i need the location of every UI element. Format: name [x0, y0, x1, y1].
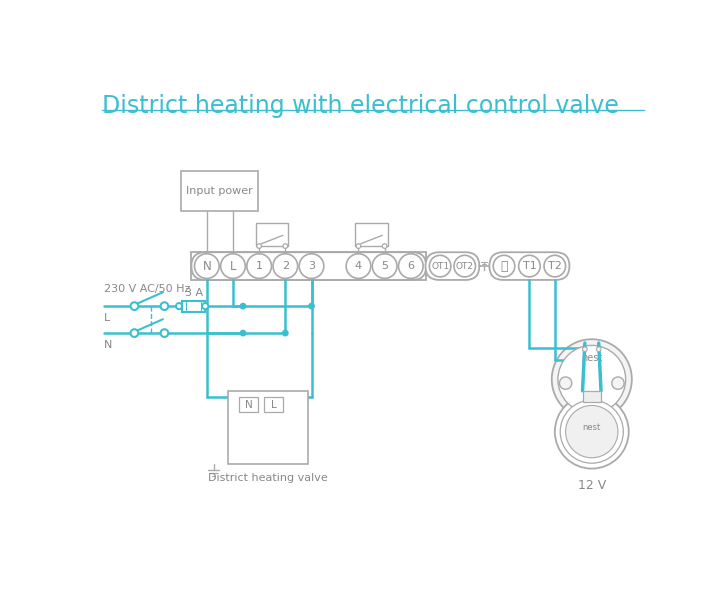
Text: T2: T2: [548, 261, 562, 271]
Circle shape: [555, 394, 629, 469]
FancyBboxPatch shape: [228, 391, 309, 464]
Circle shape: [382, 244, 387, 248]
Circle shape: [283, 244, 288, 248]
Circle shape: [612, 377, 624, 389]
Text: 4: 4: [355, 261, 362, 271]
Circle shape: [372, 254, 397, 279]
Text: N: N: [202, 260, 211, 273]
Circle shape: [430, 255, 451, 277]
Text: 3 A: 3 A: [185, 288, 203, 298]
Text: nest: nest: [582, 424, 601, 432]
Circle shape: [454, 255, 475, 277]
Circle shape: [552, 339, 632, 419]
Circle shape: [309, 304, 314, 309]
FancyBboxPatch shape: [181, 172, 258, 211]
Circle shape: [282, 330, 288, 336]
Circle shape: [202, 303, 208, 309]
FancyBboxPatch shape: [191, 252, 426, 280]
FancyBboxPatch shape: [182, 301, 205, 311]
Circle shape: [518, 255, 540, 277]
FancyBboxPatch shape: [425, 252, 479, 280]
Circle shape: [176, 303, 182, 309]
Text: L: L: [230, 260, 236, 273]
Circle shape: [161, 329, 168, 337]
Circle shape: [596, 347, 601, 352]
Circle shape: [221, 254, 245, 279]
Circle shape: [130, 302, 138, 310]
Circle shape: [130, 329, 138, 337]
Text: 230 V AC/50 Hz: 230 V AC/50 Hz: [103, 284, 190, 294]
Circle shape: [356, 244, 361, 248]
Text: OT1: OT1: [431, 261, 449, 271]
Text: T1: T1: [523, 261, 537, 271]
Circle shape: [240, 330, 245, 336]
Circle shape: [257, 244, 261, 248]
Text: District heating with electrical control valve: District heating with electrical control…: [102, 94, 619, 118]
Text: ⏚: ⏚: [500, 260, 507, 273]
Circle shape: [299, 254, 324, 279]
Text: 1: 1: [256, 261, 263, 271]
Circle shape: [494, 255, 515, 277]
Text: L: L: [271, 400, 276, 410]
Circle shape: [194, 254, 219, 279]
Circle shape: [559, 377, 571, 389]
Circle shape: [161, 302, 168, 310]
Text: 12 V: 12 V: [577, 479, 606, 492]
FancyBboxPatch shape: [582, 391, 601, 402]
Circle shape: [566, 406, 618, 458]
FancyBboxPatch shape: [239, 397, 258, 412]
Text: 2: 2: [282, 261, 289, 271]
Text: N: N: [245, 400, 253, 410]
Circle shape: [558, 345, 625, 413]
Circle shape: [582, 347, 587, 352]
Circle shape: [247, 254, 272, 279]
Text: nest: nest: [581, 353, 602, 363]
FancyBboxPatch shape: [256, 223, 288, 246]
FancyBboxPatch shape: [264, 397, 283, 412]
FancyBboxPatch shape: [355, 223, 388, 246]
Text: L: L: [103, 314, 110, 324]
Text: Input power: Input power: [186, 187, 253, 197]
Circle shape: [544, 255, 566, 277]
Text: District heating valve: District heating valve: [208, 473, 328, 483]
Circle shape: [240, 304, 245, 309]
Text: 3: 3: [308, 261, 315, 271]
Circle shape: [561, 400, 623, 463]
Circle shape: [398, 254, 423, 279]
FancyBboxPatch shape: [489, 252, 569, 280]
Circle shape: [346, 254, 371, 279]
Text: OT2: OT2: [456, 261, 474, 271]
Text: 5: 5: [381, 261, 388, 271]
FancyBboxPatch shape: [191, 252, 426, 280]
Text: 6: 6: [408, 261, 414, 271]
Text: N: N: [103, 340, 112, 350]
Circle shape: [273, 254, 298, 279]
